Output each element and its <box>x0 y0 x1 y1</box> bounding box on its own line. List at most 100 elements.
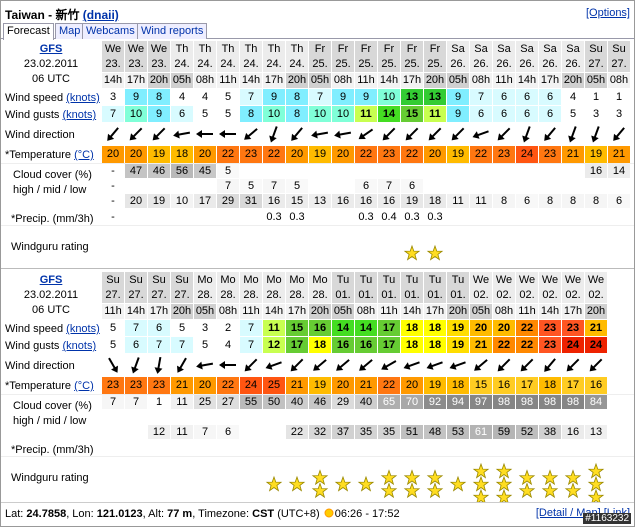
wind-gusts: 8 <box>240 106 262 122</box>
wind-arrow-box <box>472 130 489 139</box>
wind-gusts: 12 <box>263 337 285 353</box>
wind-gusts: 18 <box>309 337 331 353</box>
cloud-low: 8 <box>493 194 515 208</box>
arrow-shaft <box>593 126 600 140</box>
cloud-low: 48 <box>424 425 446 439</box>
row-label-text: *Temperature <box>5 149 72 161</box>
day-name: Fr <box>337 43 349 55</box>
wind-arrow-box <box>497 127 511 141</box>
temperature: 22 <box>378 377 400 394</box>
day-cell <box>378 272 400 303</box>
arrow-head <box>497 364 505 372</box>
arrow-shaft <box>178 357 187 370</box>
wind-arrow-box <box>173 130 191 139</box>
wind-speed: 8 <box>286 89 308 105</box>
arrow-shaft <box>314 131 329 136</box>
tab[interactable]: Wind reports <box>137 23 208 39</box>
day-cell <box>447 41 469 72</box>
row-label: Wind speed (knots) <box>5 92 100 104</box>
unit-link[interactable]: (knots) <box>66 92 100 104</box>
hour: 08h <box>194 73 216 88</box>
arrow-head <box>107 133 115 141</box>
hour: 17h <box>424 304 446 319</box>
arrow-head <box>426 362 434 370</box>
cloud-high: 27 <box>217 395 239 409</box>
day-date: 23. <box>128 58 144 70</box>
row-separator <box>1 225 634 226</box>
tab[interactable]: Webcams <box>82 23 139 39</box>
cloud-high: 94 <box>447 395 469 409</box>
day-cell <box>263 272 285 303</box>
model-link[interactable]: GFS <box>39 274 63 286</box>
arrow-head <box>403 362 411 370</box>
watermark: #1163232 <box>583 513 631 524</box>
options-link[interactable]: [Options] <box>585 7 630 19</box>
star <box>495 462 513 479</box>
rating <box>587 462 605 502</box>
tab[interactable]: Forecast <box>3 23 54 40</box>
day-date: 27. <box>128 289 144 301</box>
wind-arrow <box>497 358 511 372</box>
day-cell <box>516 272 538 303</box>
day-cell <box>102 272 124 303</box>
day-cell <box>562 272 584 303</box>
cloud-high: 46 <box>148 164 170 178</box>
arrow-shaft <box>406 361 420 368</box>
temperature: 23 <box>125 377 147 394</box>
arrow-head <box>290 364 298 372</box>
cloud-low: 53 <box>447 425 469 439</box>
star <box>449 475 467 492</box>
unit-link[interactable]: (°C) <box>74 380 94 392</box>
arrow-head <box>244 132 252 140</box>
star <box>472 462 490 479</box>
arrow-shaft <box>154 127 166 139</box>
model-link[interactable]: GFS <box>39 43 63 55</box>
arrow-head <box>152 133 160 141</box>
temperature: 16 <box>493 377 515 394</box>
wind-gusts: 18 <box>401 337 423 353</box>
temperature: 22 <box>401 146 423 163</box>
wind-speed: 6 <box>148 320 170 336</box>
user-link[interactable]: (dnaii) <box>82 8 119 22</box>
day-name: We <box>127 43 145 55</box>
unit-link[interactable]: (°C) <box>74 149 94 161</box>
tab[interactable]: Map <box>55 23 85 39</box>
hour: 05h <box>447 73 469 88</box>
cloud-mid: 6 <box>355 179 377 193</box>
hour: 20h <box>286 73 308 88</box>
wind-gusts: 11 <box>355 106 377 122</box>
wind-gusts: 7 <box>102 106 124 122</box>
arrow-shaft <box>133 357 140 371</box>
hour: 08h <box>355 304 377 319</box>
wind-gusts: 17 <box>378 337 400 353</box>
wind-gusts: 5 <box>194 106 216 122</box>
label: , Timezone: <box>192 508 250 520</box>
cloud-mid: - <box>111 180 115 192</box>
day-date: 02. <box>565 289 581 301</box>
cloud-low: 8 <box>539 194 561 208</box>
cloud-low: 6 <box>516 194 538 208</box>
star <box>380 469 398 486</box>
day-name: Mo <box>197 274 213 286</box>
cloud-low: 11 <box>447 194 469 208</box>
arrow-head <box>359 363 367 371</box>
cloud-high: 70 <box>401 395 423 409</box>
cloud-low: 6 <box>217 425 239 439</box>
unit-link[interactable]: (knots) <box>66 323 100 335</box>
rating <box>495 462 513 502</box>
cloud-low: 16 <box>378 194 400 208</box>
rating <box>541 469 559 499</box>
unit-link[interactable]: (knots) <box>62 109 97 121</box>
wind-speed: 10 <box>378 89 400 105</box>
wind-speed: 9 <box>263 89 285 105</box>
day-name: We <box>518 274 536 286</box>
star <box>426 482 444 499</box>
wind-arrow <box>336 359 350 371</box>
day-cell <box>585 272 607 303</box>
wind-speed: 9 <box>332 89 354 105</box>
cloud-low: 19 <box>148 194 170 208</box>
wind-arrow <box>196 130 213 138</box>
wind-speed: 19 <box>447 320 469 336</box>
unit-link[interactable]: (knots) <box>62 340 97 352</box>
row-label: *Precip. (mm/3h) <box>11 444 94 456</box>
